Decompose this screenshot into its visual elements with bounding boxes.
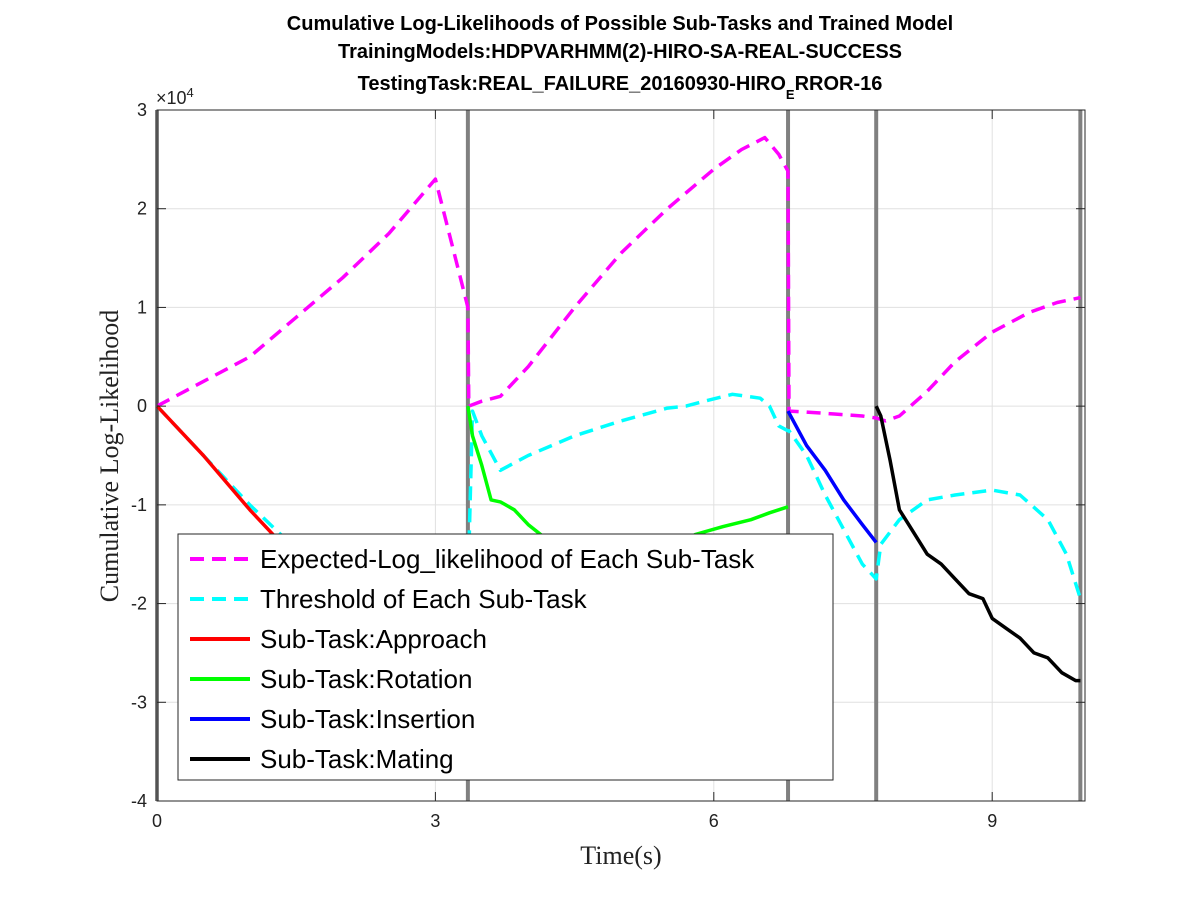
chart-title-subscript: E <box>786 87 795 102</box>
y-tick-label-7: 3 <box>137 100 147 120</box>
legend-label-4: Sub-Task:Insertion <box>260 704 475 734</box>
y-tick-label-6: 2 <box>137 199 147 219</box>
y-tick-label-4: 0 <box>137 396 147 416</box>
chart-title-line-3: TestingTask:REAL_FAILURE_20160930-HIROER… <box>358 73 883 102</box>
series-line-4 <box>786 410 878 544</box>
y-tick-label-0: -4 <box>131 791 147 811</box>
y-tick-label-3: -1 <box>131 495 147 515</box>
legend-label-3: Sub-Task:Rotation <box>260 664 472 694</box>
x-axis-label: Time(s) <box>580 841 661 870</box>
axis-ticks: 0 3 6 9 -4 -3 -2 -1 0 1 2 3 <box>131 100 1085 831</box>
y-tick-label-2: -2 <box>131 594 147 614</box>
legend-label-0: Expected-Log_likelihood of Each Sub-Task <box>260 544 755 574</box>
y-exponent-power: 4 <box>187 85 194 100</box>
chart-title-line-1: Cumulative Log-Likelihoods of Possible S… <box>287 13 953 35</box>
x-tick-label-1: 3 <box>430 811 440 831</box>
x-tick-label-2: 6 <box>709 811 719 831</box>
legend-box <box>177 533 834 781</box>
chart-title-tail: RROR-16 <box>795 73 883 95</box>
legend-label-1: Threshold of Each Sub-Task <box>260 584 588 614</box>
series-line-0 <box>156 135 1081 423</box>
y-tick-label-1: -3 <box>131 692 147 712</box>
y-exponent-label: ×104 <box>156 85 194 108</box>
y-tick-label-5: 1 <box>137 297 147 317</box>
legend-label-2: Sub-Task:Approach <box>260 624 487 654</box>
plot-frame <box>156 109 1086 802</box>
chart-title-line-3-main: TestingTask:REAL_FAILURE_20160930-HIRO <box>358 73 786 95</box>
legend-label-5: Sub-Task:Mating <box>260 744 454 774</box>
y-axis-label: Cumulative Log-Likelihood <box>95 310 124 602</box>
x-tick-label-0: 0 <box>152 811 162 831</box>
y-exponent-base: ×10 <box>156 88 187 108</box>
x-tick-label-3: 9 <box>987 811 997 831</box>
chart-title-line-2: TrainingModels:HDPVARHMM(2)-HIRO-SA-REAL… <box>338 41 902 63</box>
legend: Expected-Log_likelihood of Each Sub-Task… <box>177 533 834 781</box>
series-line-5 <box>874 405 1081 683</box>
